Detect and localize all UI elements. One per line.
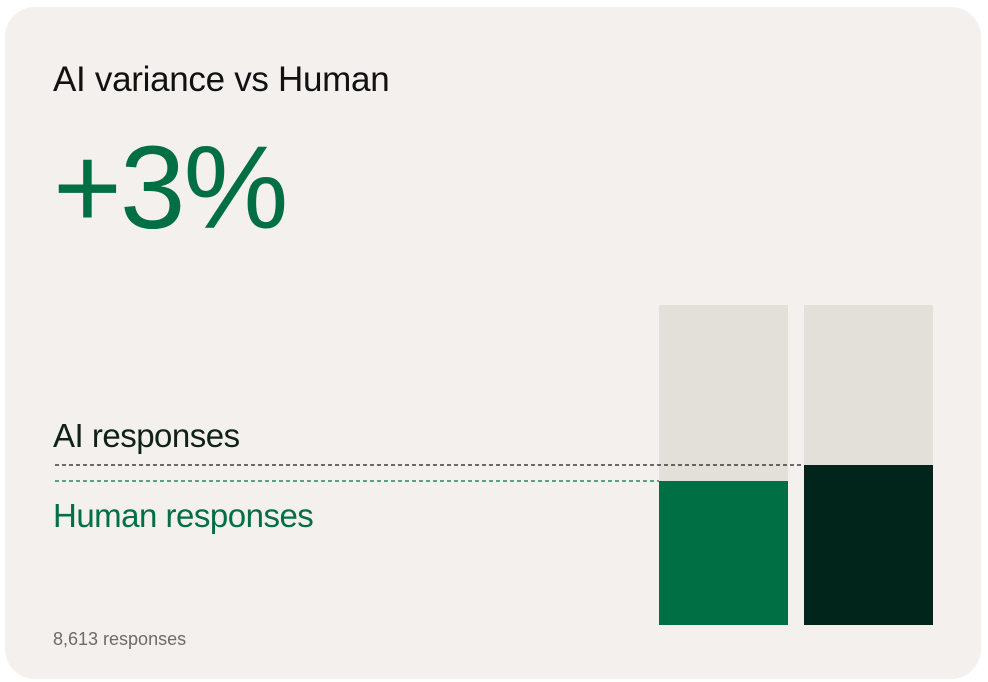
variance-value: +3% — [53, 122, 288, 254]
human-responses-label: Human responses — [53, 497, 314, 534]
card-title: AI variance vs Human — [53, 60, 390, 99]
bar-human-responses — [659, 481, 788, 625]
bar-ai-responses — [804, 465, 933, 625]
ai-responses-label: AI responses — [53, 417, 240, 454]
response-count: 8,613 responses — [53, 629, 187, 649]
